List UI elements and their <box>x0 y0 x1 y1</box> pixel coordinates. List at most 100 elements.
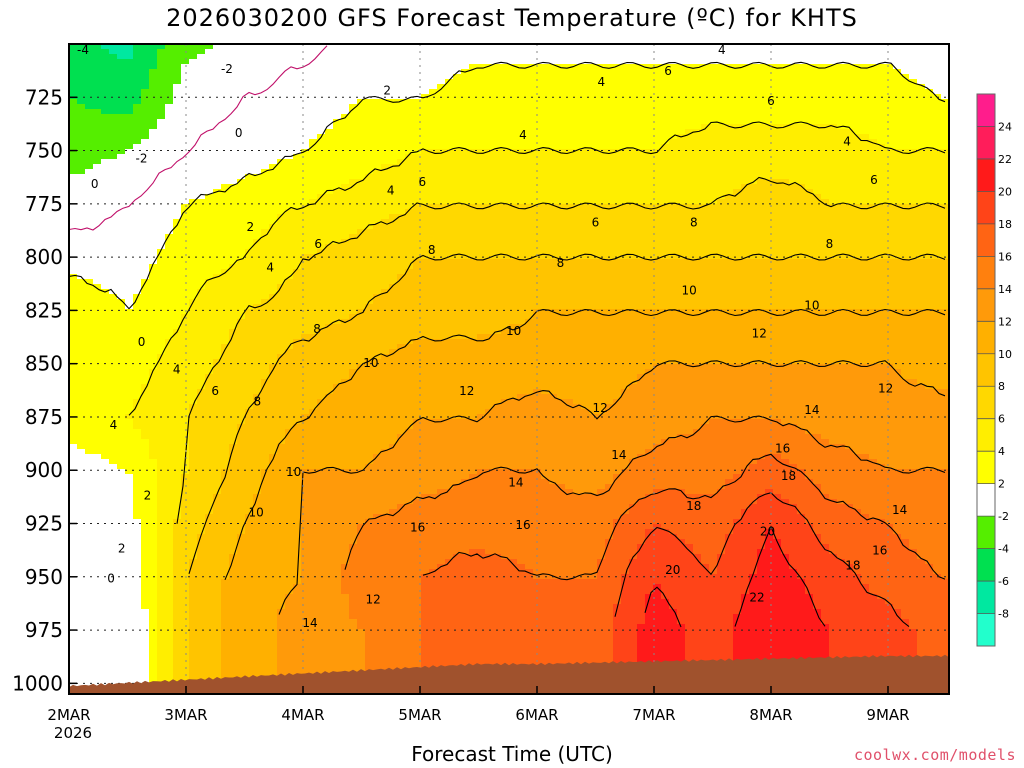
field-cell <box>77 269 86 275</box>
field-cell <box>365 494 374 500</box>
field-cell <box>357 89 366 95</box>
field-cell <box>365 474 374 480</box>
field-cell <box>197 604 206 610</box>
field-cell <box>77 499 86 505</box>
field-cell <box>373 124 382 130</box>
field-cell <box>253 254 262 260</box>
field-cell <box>197 64 206 70</box>
field-cell <box>77 189 86 195</box>
field-cell <box>285 404 294 410</box>
field-cell <box>197 269 206 275</box>
field-cell <box>117 384 126 390</box>
field-cell <box>149 209 158 215</box>
field-cell <box>229 669 238 675</box>
field-cell <box>269 624 278 630</box>
field-cell <box>309 294 318 300</box>
field-cell <box>109 499 118 505</box>
field-cell <box>141 579 150 585</box>
field-cell <box>229 354 238 360</box>
field-cell <box>77 584 86 590</box>
field-cell <box>245 554 254 560</box>
field-cell <box>245 539 254 545</box>
field-cell <box>205 304 214 310</box>
field-cell <box>365 634 374 640</box>
field-cell <box>85 629 94 635</box>
field-cell <box>173 619 182 625</box>
field-cell <box>317 119 326 125</box>
field-cell <box>357 284 366 290</box>
field-cell <box>229 394 238 400</box>
field-cell <box>109 389 118 395</box>
field-cell <box>365 439 374 445</box>
field-cell <box>109 219 118 225</box>
field-cell <box>181 169 190 175</box>
field-cell <box>125 594 134 600</box>
field-cell <box>221 239 230 245</box>
field-cell <box>317 209 326 215</box>
field-cell <box>117 639 126 645</box>
field-cell <box>69 664 78 670</box>
field-cell <box>229 294 238 300</box>
field-cell <box>253 184 262 190</box>
field-cell <box>253 334 262 340</box>
field-cell <box>149 189 158 195</box>
field-cell <box>77 109 86 115</box>
field-cell <box>261 239 270 245</box>
field-cell <box>85 449 94 455</box>
field-cell <box>261 524 270 530</box>
field-cell <box>157 594 166 600</box>
field-cell <box>293 229 302 235</box>
field-cell <box>349 509 358 515</box>
field-cell <box>133 449 142 455</box>
field-cell <box>149 514 158 520</box>
field-cell <box>165 119 174 125</box>
field-cell <box>341 459 350 465</box>
field-cell <box>165 219 174 225</box>
field-cell <box>293 324 302 330</box>
field-cell <box>261 419 270 425</box>
field-cell <box>205 79 214 85</box>
field-cell <box>293 634 302 640</box>
field-cell <box>285 384 294 390</box>
field-cell <box>205 589 214 595</box>
field-cell <box>69 209 78 215</box>
field-cell <box>85 519 94 525</box>
field-cell <box>181 619 190 625</box>
field-cell <box>165 349 174 355</box>
field-cell <box>325 299 334 305</box>
field-cell <box>101 349 110 355</box>
field-cell <box>341 84 350 90</box>
field-cell <box>189 349 198 355</box>
field-cell <box>189 649 198 655</box>
field-cell <box>157 79 166 85</box>
field-cell <box>165 429 174 435</box>
field-cell <box>125 149 134 155</box>
field-cell <box>221 199 230 205</box>
field-cell <box>133 69 142 75</box>
field-cell <box>93 264 102 270</box>
field-cell <box>165 319 174 325</box>
field-cell <box>173 209 182 215</box>
field-cell <box>349 604 358 610</box>
field-cell <box>69 514 78 520</box>
field-cell <box>229 364 238 370</box>
field-cell <box>77 74 86 80</box>
field-cell <box>365 659 374 665</box>
field-cell <box>109 614 118 620</box>
field-cell <box>309 69 318 75</box>
field-cell <box>309 474 318 480</box>
field-cell <box>69 204 78 210</box>
field-cell <box>293 594 302 600</box>
field-cell <box>245 614 254 620</box>
field-cell <box>221 334 230 340</box>
field-cell <box>125 99 134 105</box>
field-cell <box>157 269 166 275</box>
field-cell <box>181 164 190 170</box>
field-cell <box>181 624 190 630</box>
field-cell <box>213 79 222 85</box>
field-cell <box>365 609 374 615</box>
field-cell <box>181 324 190 330</box>
field-cell <box>317 589 326 595</box>
field-cell <box>213 569 222 575</box>
field-cell <box>189 319 198 325</box>
